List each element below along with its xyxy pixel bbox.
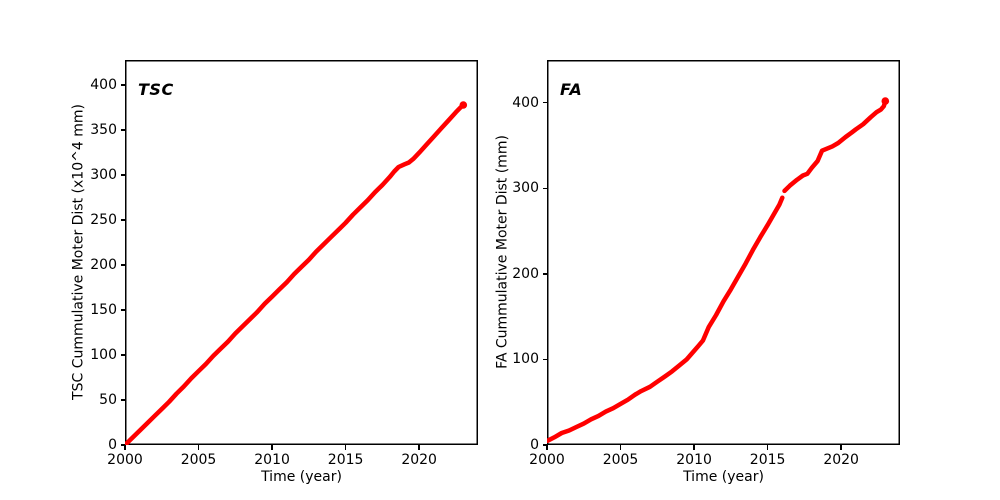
y-tick-mark (120, 219, 125, 221)
y-tick-mark (120, 309, 125, 311)
y-tick-label: 250 (90, 212, 117, 229)
y-tick-label: 0 (530, 437, 539, 453)
y-tick-label: 300 (90, 167, 117, 184)
series-end-dot (881, 97, 890, 105)
y-tick-mark (120, 444, 125, 446)
y-tick-mark (120, 129, 125, 131)
y-tick-mark (120, 354, 125, 356)
series-path (547, 98, 888, 443)
fa-y-axis-label: FA Cummulative Moter Dist (mm) (494, 135, 511, 369)
series-end-dot (459, 101, 468, 109)
fa-series-line (547, 60, 900, 445)
x-tick-label: 2015 (327, 452, 364, 468)
tsc-y-axis-label: TSC Cummulative Moter Dist (x10^4 mm) (70, 104, 87, 400)
x-tick-mark (766, 445, 769, 450)
y-tick-mark (120, 84, 125, 86)
x-tick-mark (344, 445, 347, 450)
y-tick-label: 400 (512, 94, 539, 111)
fa-axes: FA (547, 60, 900, 445)
y-tick-label: 200 (512, 265, 539, 282)
x-tick-mark (197, 445, 200, 450)
tsc-panel-label: TSC (138, 80, 174, 99)
x-tick-label: 2015 (749, 452, 786, 468)
y-tick-mark (542, 102, 547, 104)
x-tick-label: 2000 (529, 452, 565, 468)
axes-spines (547, 60, 900, 445)
y-tick-label: 300 (512, 180, 539, 197)
x-tick-mark (840, 445, 842, 450)
y-tick-mark (120, 399, 125, 401)
x-tick-mark (271, 445, 273, 450)
y-tick-label: 150 (90, 302, 117, 319)
fa-panel-label: FA (560, 80, 583, 99)
tsc-series-line (125, 60, 478, 445)
x-tick-mark (418, 445, 420, 450)
y-tick-mark (542, 187, 547, 190)
x-tick-label: 2020 (823, 452, 859, 468)
series-path (125, 102, 466, 445)
y-tick-label: 50 (99, 392, 117, 409)
y-tick-mark (542, 444, 547, 446)
x-tick-mark (546, 445, 548, 450)
x-tick-mark (619, 445, 622, 450)
x-tick-label: 2010 (254, 452, 290, 468)
x-tick-label: 2010 (676, 452, 712, 468)
y-tick-mark (542, 358, 547, 361)
y-tick-label: 200 (90, 257, 117, 274)
axes-spines (125, 60, 478, 445)
fa-x-axis-label: Time (year) (683, 469, 764, 485)
tsc-x-axis-label: Time (year) (261, 469, 342, 485)
y-tick-label: 100 (512, 351, 539, 368)
x-tick-mark (693, 445, 695, 450)
y-tick-mark (120, 264, 125, 266)
y-tick-mark (542, 273, 547, 275)
tsc-axes: TSC (125, 60, 478, 445)
y-tick-label: 350 (90, 122, 117, 139)
x-tick-label: 2020 (401, 452, 437, 468)
x-tick-label: 2000 (107, 452, 143, 468)
y-tick-label: 400 (90, 77, 117, 94)
y-tick-label: 100 (90, 347, 117, 364)
y-tick-label: 0 (108, 437, 117, 453)
x-tick-mark (124, 445, 126, 450)
y-tick-mark (120, 174, 125, 176)
x-tick-label: 2005 (180, 452, 217, 468)
x-tick-label: 2005 (602, 452, 639, 468)
